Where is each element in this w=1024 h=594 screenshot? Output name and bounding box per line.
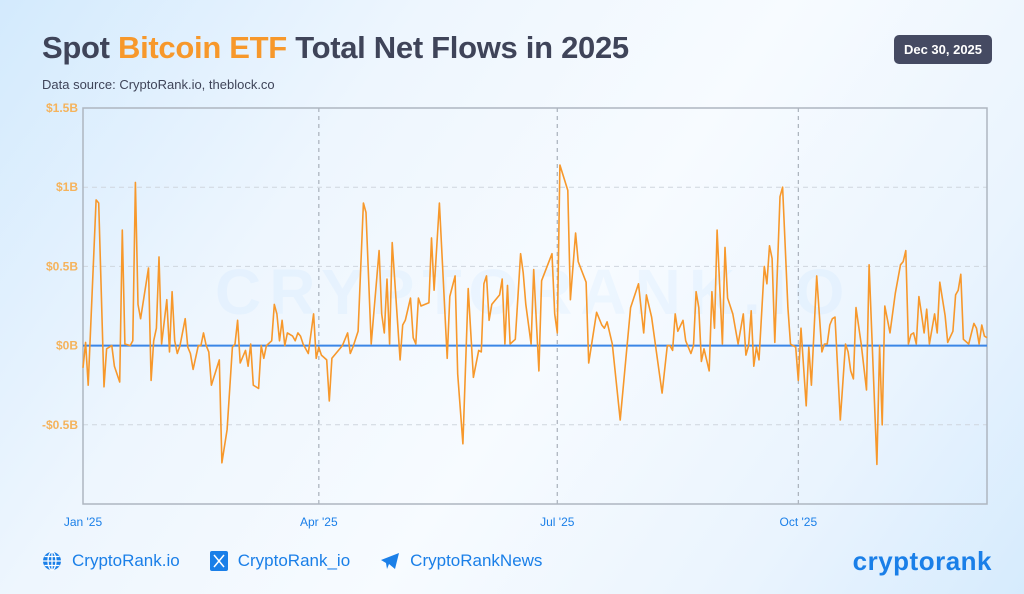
data-source: Data source: CryptoRank.io, theblock.co (42, 77, 275, 92)
plot-border (82, 107, 988, 505)
globe-icon (43, 551, 61, 571)
series-line (82, 164, 988, 466)
x-axis: Jan '25 Apr '25 Jul '25 Oct '25 (64, 515, 818, 529)
watermark: CRYPTORANK.IO (215, 256, 853, 328)
title-highlight: Bitcoin ETF (118, 30, 287, 65)
y-tick-label: $0.5B (46, 259, 78, 273)
x-tick-label: Oct '25 (780, 515, 818, 529)
y-tick-label: $0B (56, 339, 78, 353)
y-tick-label: $1.5B (46, 101, 78, 115)
footer-website[interactable]: CryptoRank.io (42, 551, 180, 571)
footer-label: CryptoRank_io (237, 551, 351, 570)
y-tick-label: $1B (56, 180, 78, 194)
grid (83, 108, 987, 504)
y-axis: $1.5B $1B $0.5B $0B -$0.5B (42, 101, 78, 432)
footer-label: CryptoRank.io (72, 551, 180, 570)
x-tick-label: Apr '25 (300, 515, 338, 529)
footer: CryptoRank.io CryptoRank_io CryptoRankNe… (42, 551, 572, 571)
x-tick-label: Jul '25 (540, 515, 575, 529)
series-points (82, 165, 988, 465)
date-badge: Dec 30, 2025 (894, 35, 992, 64)
footer-x-account[interactable]: CryptoRank_io (209, 551, 351, 571)
x-twitter-icon (209, 551, 228, 571)
cryptorank-logo: cryptorank (852, 546, 992, 576)
footer-telegram[interactable]: CryptoRankNews (380, 551, 542, 571)
y-tick-label: -$0.5B (42, 418, 78, 432)
title-part: Spot (42, 30, 118, 65)
page-title: Spot Bitcoin ETF Total Net Flows in 2025 (42, 30, 629, 66)
x-tick-label: Jan '25 (64, 515, 103, 529)
telegram-icon (381, 553, 400, 569)
footer-label: CryptoRankNews (410, 551, 543, 570)
title-part: Total Net Flows in 2025 (286, 30, 629, 65)
